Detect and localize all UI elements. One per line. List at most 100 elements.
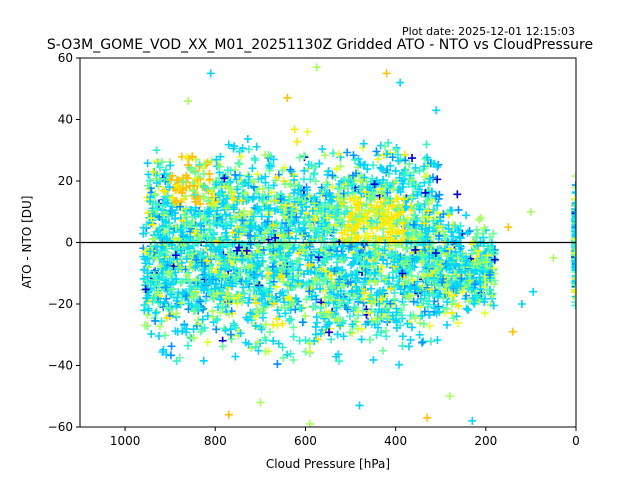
data-point xyxy=(261,320,270,329)
y-tick-label: −20 xyxy=(48,297,73,311)
data-point xyxy=(418,338,427,347)
data-point xyxy=(265,327,274,336)
data-point xyxy=(406,335,415,344)
y-tick-label: 40 xyxy=(58,113,73,127)
data-point xyxy=(273,360,282,369)
data-point xyxy=(311,330,320,339)
data-point xyxy=(416,302,425,311)
data-point xyxy=(280,223,289,232)
data-point xyxy=(250,282,259,291)
y-tick-label: −40 xyxy=(48,359,73,373)
data-point xyxy=(167,342,176,351)
data-point xyxy=(316,284,325,293)
data-point xyxy=(289,189,298,198)
data-point xyxy=(271,251,280,260)
data-point xyxy=(232,234,241,243)
x-tick-label: 400 xyxy=(384,434,407,448)
data-point xyxy=(383,304,392,313)
data-point xyxy=(216,308,225,317)
data-point xyxy=(409,297,418,306)
y-axis-label: ATO - NTO [DU] xyxy=(20,196,34,289)
data-point xyxy=(343,279,352,288)
data-point xyxy=(416,294,425,303)
data-point xyxy=(411,313,420,322)
data-point xyxy=(396,285,405,294)
data-point xyxy=(304,256,313,265)
data-point xyxy=(150,248,159,257)
data-point xyxy=(169,228,178,237)
data-point xyxy=(416,318,425,327)
data-points xyxy=(139,63,576,427)
data-point xyxy=(439,227,448,236)
data-point xyxy=(179,245,188,254)
data-point xyxy=(244,340,253,349)
data-point xyxy=(189,334,198,343)
data-point xyxy=(267,255,276,264)
data-point xyxy=(286,221,295,230)
data-point xyxy=(139,252,148,261)
data-point xyxy=(205,224,214,233)
data-point xyxy=(267,188,276,197)
data-point xyxy=(298,318,307,327)
data-point xyxy=(378,346,387,355)
data-point xyxy=(439,303,448,312)
data-point xyxy=(387,300,396,309)
data-point xyxy=(310,337,319,346)
data-point xyxy=(289,356,298,365)
data-point xyxy=(259,309,268,318)
data-point xyxy=(173,254,182,263)
data-point xyxy=(404,342,413,351)
data-point xyxy=(284,282,293,291)
data-point xyxy=(406,283,415,292)
data-point xyxy=(210,284,219,293)
data-point xyxy=(472,245,481,254)
data-point xyxy=(155,252,164,261)
data-point xyxy=(345,312,354,321)
data-point xyxy=(307,251,316,260)
data-point xyxy=(333,291,342,300)
data-point xyxy=(272,314,281,323)
data-point xyxy=(143,310,152,319)
data-point xyxy=(172,357,181,366)
data-point xyxy=(463,228,472,237)
data-point xyxy=(378,286,387,295)
data-point xyxy=(279,291,288,300)
data-point xyxy=(294,276,303,285)
data-point xyxy=(333,330,342,339)
data-point xyxy=(470,299,479,308)
data-point xyxy=(196,248,205,257)
data-point xyxy=(403,319,412,328)
data-point xyxy=(203,338,212,347)
x-tick-label: 0 xyxy=(572,434,580,448)
data-point xyxy=(217,265,226,274)
data-point xyxy=(184,341,193,350)
data-point xyxy=(285,300,294,309)
data-point xyxy=(362,200,371,209)
data-point xyxy=(377,328,386,337)
data-point xyxy=(217,250,226,259)
data-point xyxy=(427,281,436,290)
data-point xyxy=(419,319,428,328)
data-point xyxy=(229,319,238,328)
data-point xyxy=(357,324,366,333)
data-point xyxy=(472,225,481,234)
data-point xyxy=(418,311,427,320)
data-point xyxy=(152,307,161,316)
data-point xyxy=(147,329,156,338)
data-point xyxy=(372,330,381,339)
data-point xyxy=(302,295,311,304)
data-point xyxy=(268,262,277,271)
data-point xyxy=(208,307,217,316)
data-point xyxy=(186,333,195,342)
data-point xyxy=(456,234,465,243)
data-point xyxy=(291,305,300,314)
data-point xyxy=(148,297,157,306)
data-point xyxy=(218,304,227,313)
y-tick-label: 60 xyxy=(58,51,73,65)
data-point xyxy=(364,318,373,327)
data-point xyxy=(449,232,458,241)
data-point xyxy=(151,308,160,317)
data-point xyxy=(348,292,357,301)
data-point xyxy=(452,279,461,288)
data-point xyxy=(462,211,471,220)
